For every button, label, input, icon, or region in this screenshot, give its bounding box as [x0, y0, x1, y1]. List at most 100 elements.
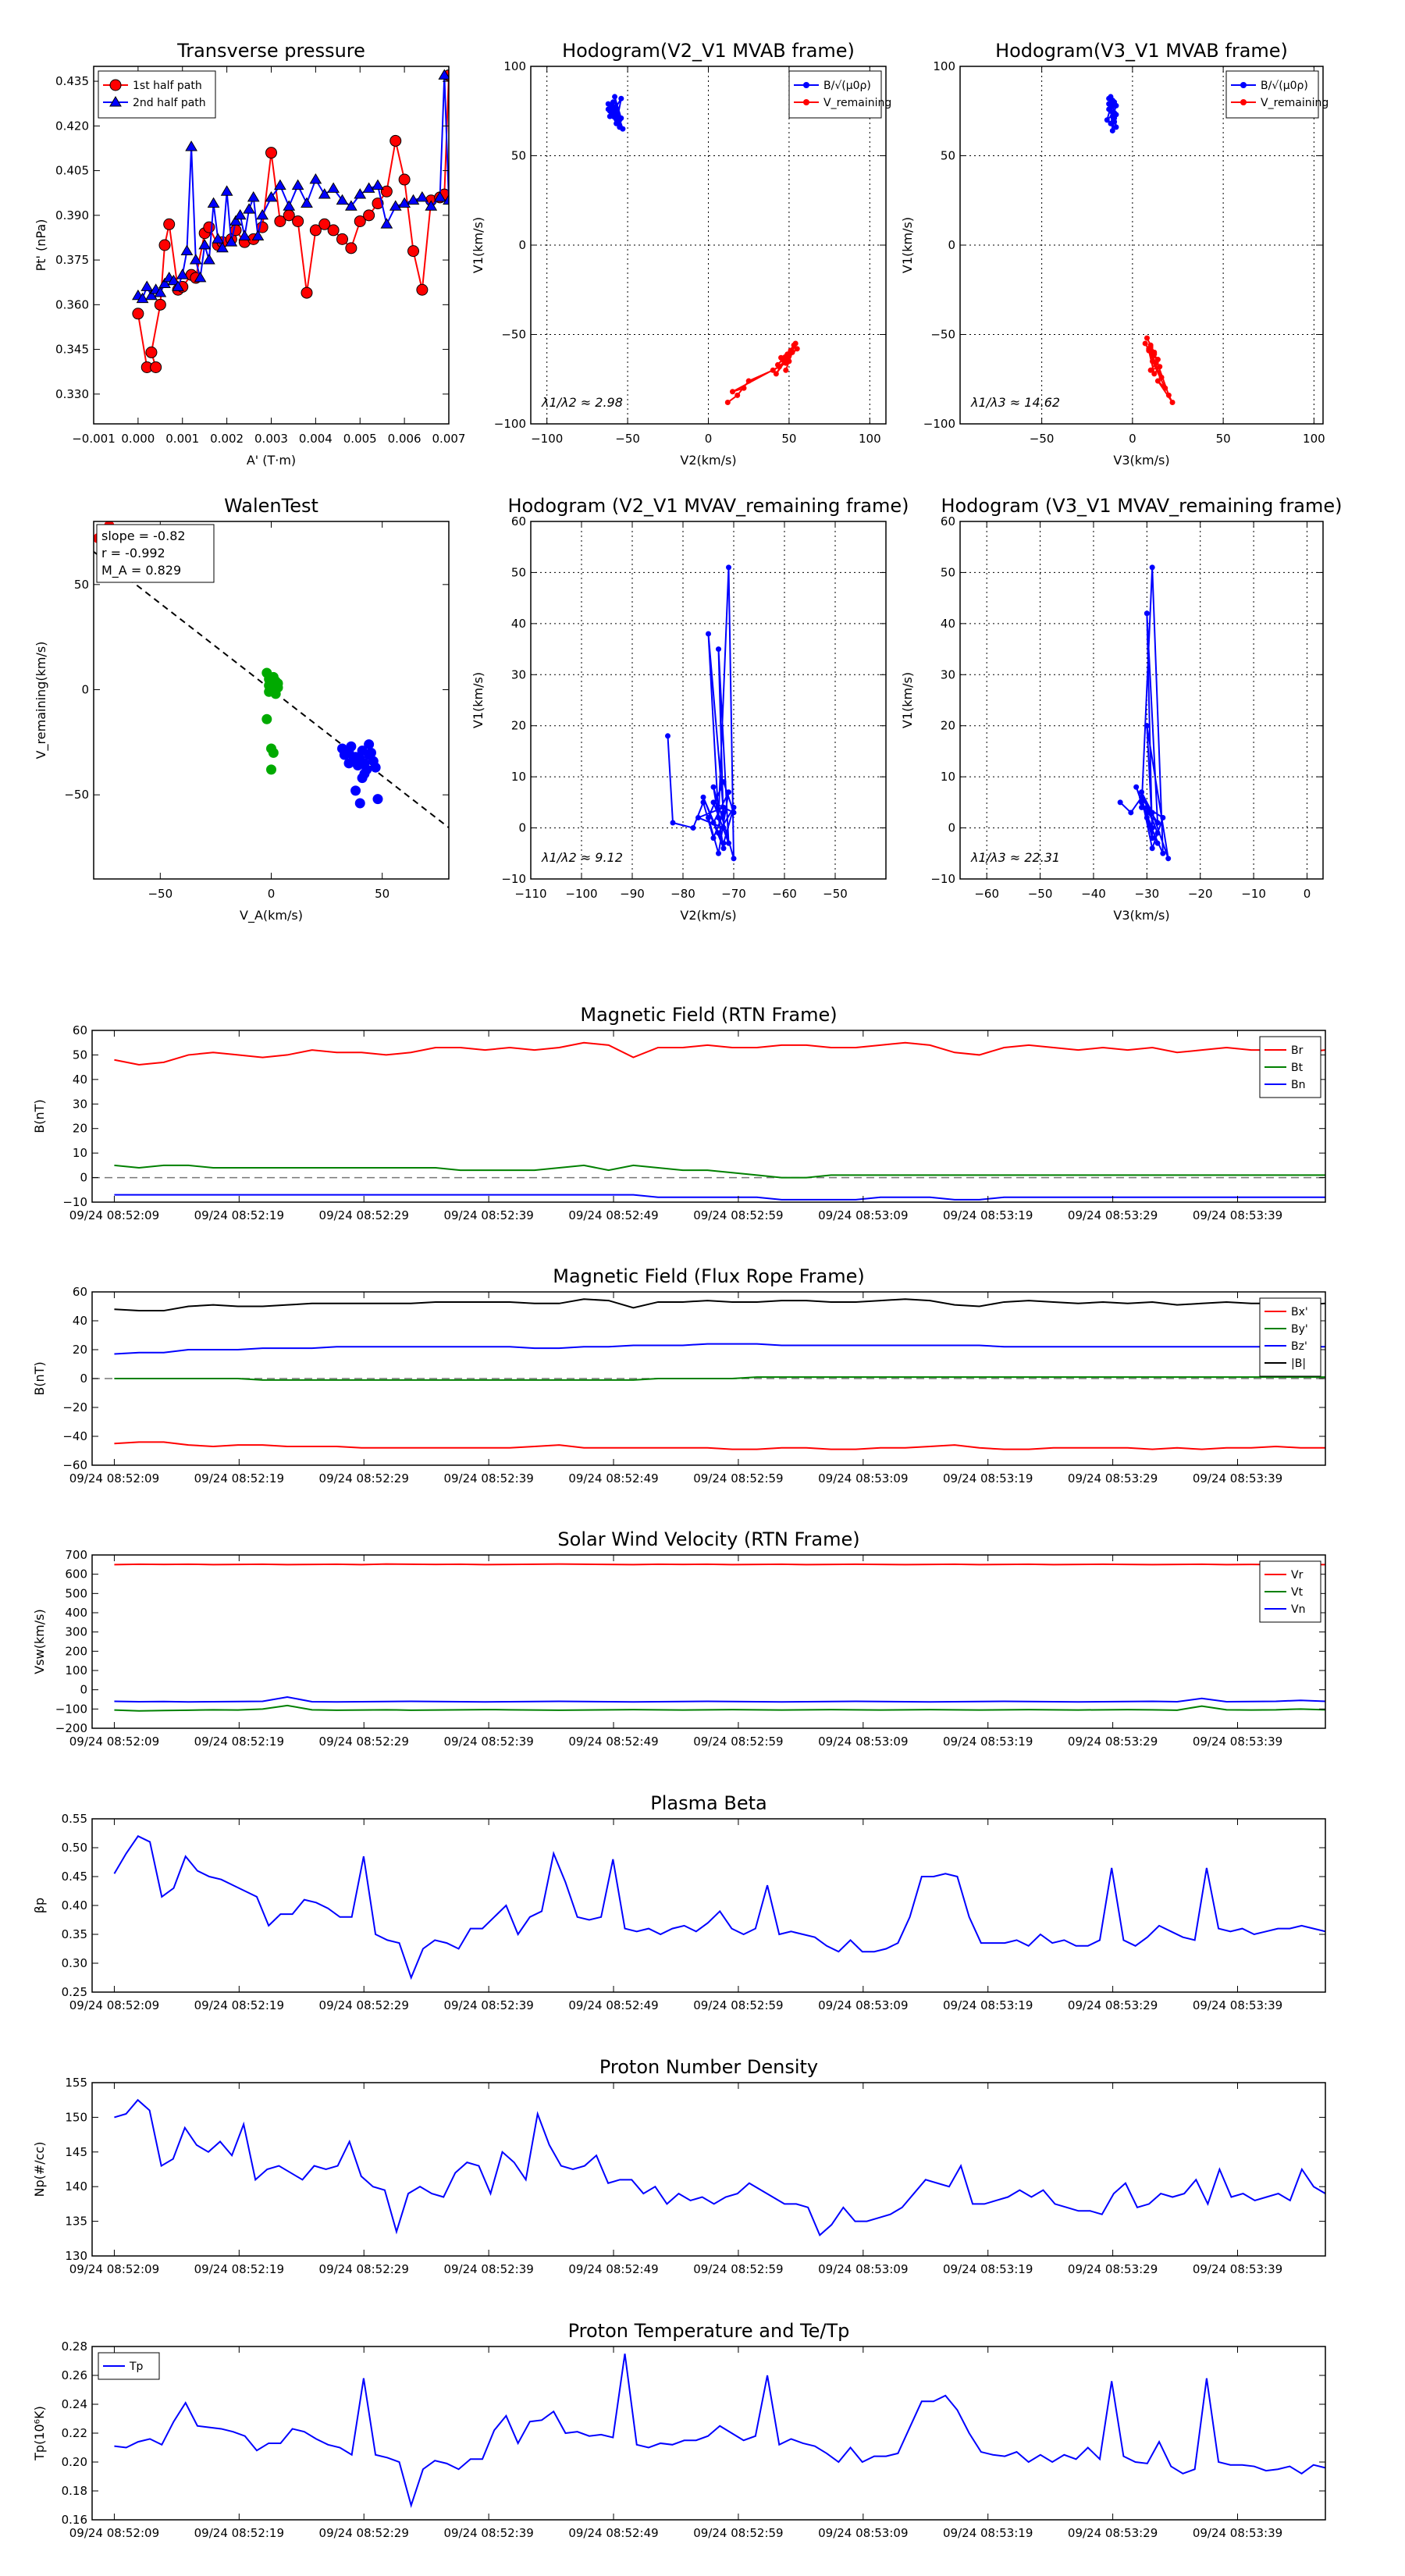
vsw-legend-label: Vt	[1291, 1586, 1304, 1599]
tp_temp-xtick-label: 09/24 08:52:09	[69, 2526, 159, 2540]
hod_v2_mvav-xlabel: V2(km/s)	[680, 908, 736, 923]
hod_v2_mvab-xtick-label: 100	[859, 432, 881, 446]
hod_v3_mvab-frame	[959, 66, 1324, 425]
tp-ytick-label: 0.435	[55, 74, 89, 88]
hod_v3_mvab-series-1-point	[1157, 364, 1163, 370]
beta-ytick-label: 0.30	[62, 1956, 87, 1970]
tp-series-1-point	[407, 194, 420, 205]
mag_rtn-xtick-label: 09/24 08:53:39	[1193, 1208, 1282, 1222]
mag_fr-xtick-label: 09/24 08:52:29	[319, 1471, 409, 1485]
hod_v3_mvav-xlabel: V3(km/s)	[1113, 908, 1169, 923]
mag_rtn-legend-label: Br	[1291, 1044, 1304, 1057]
hod_v3_mvav-ytick-label: 10	[941, 770, 955, 784]
tp_temp-legend-label: Tp	[129, 2361, 144, 2373]
tp-series-0-point	[274, 215, 286, 227]
hod_v3_mvab-legend-marker	[1240, 99, 1247, 105]
hod_v3_mvab-legend-box	[1225, 70, 1319, 119]
mag_rtn-xtick-label: 09/24 08:52:39	[443, 1208, 533, 1222]
tp-series-0-point	[318, 218, 331, 230]
tp-series-1-point	[291, 179, 304, 190]
hod_v3_mvab-series-0-point	[1113, 112, 1119, 118]
tp_temp-ytick-label: 0.16	[62, 2513, 87, 2527]
walen-xtick-label: −50	[148, 887, 173, 901]
mag_rtn-ytick-label: 30	[73, 1097, 87, 1111]
vsw-ytick-label: 100	[65, 1663, 87, 1678]
hod_v2_mvab-title: Hodogram(V2_V1 MVAB frame)	[562, 40, 855, 62]
tp_temp-xtick-label: 09/24 08:52:19	[194, 2526, 284, 2540]
hod_v2_mvav-series-0-point	[720, 809, 727, 816]
tp-series-1-point	[354, 188, 367, 199]
beta-xtick-label: 09/24 08:52:49	[568, 1998, 658, 2012]
hod_v2_mvav-series-0-point	[720, 804, 727, 810]
tp-series-1-point	[327, 182, 340, 193]
np-xtick-label: 09/24 08:52:29	[319, 2262, 409, 2276]
tp-series-1-point	[283, 200, 296, 211]
chart-beta: 09/24 08:52:09 09/24 08:52:19 09/24 08:52:…	[32, 1792, 1326, 2012]
beta-xtick-label: 09/24 08:52:39	[443, 1998, 533, 2012]
tp-series-1-point	[336, 194, 349, 205]
tp_temp-xtick-label: 09/24 08:53:19	[943, 2526, 1033, 2540]
hod_v3_mvav-series-0-point	[1144, 809, 1150, 816]
mag_fr-legend-label: Bx'	[1291, 1306, 1308, 1318]
hod_v3_mvab-series-1-point	[1169, 400, 1176, 406]
hod_v3_mvav-series-0-point	[1128, 809, 1134, 816]
tp-ytick-label: 0.330	[55, 387, 89, 401]
hod_v3_mvab-ytick-label: 100	[933, 59, 955, 73]
vsw-series-2-line	[114, 1696, 1325, 1703]
hod_v3_mvav-series-0-point	[1133, 784, 1140, 790]
hod_v2_mvav-title: Hodogram (V2_V1 MVAV_remaining frame)	[507, 495, 909, 517]
hod_v2_mvav-series-0-point	[731, 856, 737, 862]
tp-legend-marker	[109, 96, 122, 107]
vsw-xtick-label: 09/24 08:53:39	[1193, 1735, 1282, 1749]
tp-series-0-point	[363, 209, 375, 222]
np-ytick-label: 145	[65, 2145, 87, 2159]
tp-series-1-point	[154, 286, 167, 297]
tp-ytick-label: 0.345	[55, 343, 89, 357]
hod_v3_mvav-ytick-label: 30	[941, 667, 955, 681]
tp-series-1-point	[233, 208, 247, 220]
hod_v2_mvab-series-0-point	[610, 99, 616, 105]
hod_v2_mvav-series-0-point	[726, 789, 731, 795]
hod_v3_mvav-ytick-label: −10	[930, 872, 955, 886]
walen-series-2-point	[346, 741, 357, 752]
walen-series-2-point	[365, 747, 376, 758]
tp-series-1-point	[265, 190, 278, 202]
tp_temp-frame	[91, 2346, 1326, 2521]
hod_v3_mvab-series-1-point	[1147, 344, 1154, 350]
mag_rtn-xtick-label: 09/24 08:53:09	[818, 1208, 908, 1222]
vsw-ytick-label: −200	[55, 1721, 87, 1735]
beta-ytick-label: 0.50	[62, 1841, 87, 1855]
walen-ytick-label: 0	[81, 683, 89, 697]
vsw-xtick-label: 09/24 08:52:09	[69, 1735, 159, 1749]
hod_v2_mvab-series-1-point	[786, 358, 792, 365]
hod_v2_mvav-xtick-label: −50	[823, 887, 848, 901]
tp-series-1-point	[185, 141, 197, 151]
tp-series-1-point	[243, 203, 255, 214]
walen-series-1-point	[270, 688, 281, 699]
beta-series-0-line	[113, 1834, 1325, 1980]
beta-ytick-label: 0.55	[62, 1812, 87, 1826]
hod_v3_mvav-series-0-point	[1144, 804, 1150, 810]
hod_v2_mvav-ytick-label: 30	[511, 667, 526, 681]
hod_v2_mvav-series-0-point	[700, 794, 706, 800]
hod_v2_mvab-series-1-point	[745, 378, 752, 384]
hod_v3_mvav-ytick-label: 0	[948, 821, 955, 835]
walen-ytick-label: 50	[74, 578, 89, 592]
hod_v3_mvab-series-1-point	[1142, 340, 1148, 347]
tp_temp-data	[114, 2354, 1325, 2508]
hod_v2_mvab-series-0-point	[615, 119, 621, 125]
tp-series-1-point	[225, 236, 238, 247]
hod_v3_mvab-series-0-point	[1104, 117, 1110, 123]
tp-series-0-point	[345, 242, 357, 254]
hod_v2_mvav-series-0-point	[720, 779, 727, 785]
tp-series-0-point	[407, 245, 419, 258]
mag_rtn-xtick-label: 09/24 08:52:09	[69, 1208, 159, 1222]
tp_temp-ytick-label: 0.20	[62, 2455, 87, 2469]
hod_v3_mvav-series-0-point	[1144, 610, 1150, 617]
vsw-ytick-label: 300	[65, 1625, 87, 1639]
mag_rtn-legend-label: Bn	[1291, 1079, 1305, 1091]
mag_rtn-series-1-line	[114, 1164, 1325, 1179]
hod_v3_mvav-ytick-label: 60	[941, 514, 955, 528]
hod_v3_mvav-series-0-point	[1149, 835, 1155, 841]
